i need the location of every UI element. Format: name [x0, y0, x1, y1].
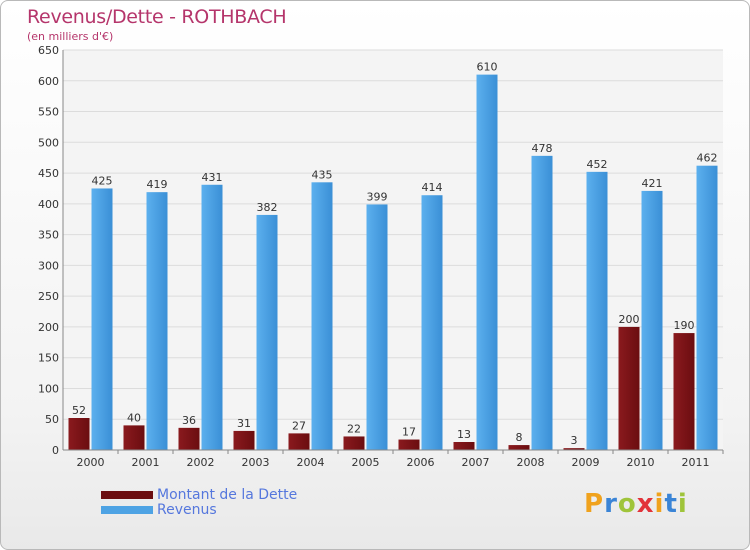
plot-area [63, 50, 723, 450]
y-tick-label: 50 [45, 413, 59, 426]
bar-dette [178, 427, 200, 450]
data-label-revenus: 478 [532, 142, 553, 155]
logo-letter: o [617, 489, 637, 519]
grid-layer [63, 49, 723, 451]
x-tick-label: 2002 [187, 456, 215, 469]
bar-revenus [476, 74, 498, 450]
labels-layer: 52 425 40 419 36 431 31 382 27 435 22 399 17 414 13 610… [72, 61, 718, 448]
y-tick-label: 400 [38, 198, 59, 211]
data-label-dette: 17 [402, 426, 416, 439]
data-label-revenus: 382 [257, 201, 278, 214]
data-label-revenus: 435 [312, 168, 333, 181]
data-label-revenus: 421 [642, 177, 663, 190]
data-label-revenus: 431 [202, 171, 223, 184]
y-tick-label: 350 [38, 229, 59, 242]
bars-layer [68, 74, 718, 451]
x-tick-label: 2007 [462, 456, 490, 469]
data-label-dette: 200 [619, 313, 640, 326]
y-tick-label: 250 [38, 290, 59, 303]
x-tick-label: 2005 [352, 456, 380, 469]
x-tick-label: 2011 [682, 456, 710, 469]
bar-dette [288, 433, 310, 450]
data-label-dette: 8 [516, 431, 523, 444]
logo-letter: i [654, 489, 665, 519]
chart-subtitle: (en milliers d'€) [27, 30, 114, 43]
bar-dette [68, 418, 90, 450]
data-label-revenus: 419 [147, 178, 168, 191]
data-label-dette: 52 [72, 404, 86, 417]
y-tick-label: 600 [38, 75, 59, 88]
legend-swatch-revenus [101, 505, 153, 514]
bar-dette [618, 326, 640, 450]
bar-revenus [696, 165, 718, 450]
data-label-dette: 27 [292, 419, 306, 432]
legend-label-dette: Montant de la Dette [157, 486, 298, 503]
legend-item-revenus: Revenus [101, 501, 297, 518]
bar-revenus [366, 204, 388, 450]
chart-title: Revenus/Dette - ROTHBACH [27, 6, 287, 28]
y-tick-label: 200 [38, 321, 59, 334]
bar-dette [398, 439, 420, 450]
bar-revenus [91, 188, 113, 450]
data-label-revenus: 414 [422, 181, 443, 194]
x-tick-label: 2009 [572, 456, 600, 469]
x-tick-label: 2010 [627, 456, 655, 469]
bar-dette [563, 448, 585, 450]
y-tick-label: 150 [38, 352, 59, 365]
y-tick-label: 300 [38, 259, 59, 272]
x-tick-label: 2003 [242, 456, 270, 469]
x-tick-label: 2006 [407, 456, 435, 469]
data-label-revenus: 399 [367, 190, 388, 203]
bar-revenus [641, 190, 663, 450]
bar-revenus [421, 195, 443, 450]
data-label-dette: 31 [237, 417, 251, 430]
data-label-dette: 22 [347, 422, 361, 435]
bar-dette [453, 442, 475, 450]
y-tick-label: 500 [38, 136, 59, 149]
logo-letter: r [604, 489, 618, 519]
x-tick-label: 2008 [517, 456, 545, 469]
bar-revenus [531, 155, 553, 450]
bar-dette [343, 436, 365, 450]
y-tick-label: 450 [38, 167, 59, 180]
bar-dette [508, 445, 530, 450]
bar-revenus [201, 184, 223, 450]
x-tick-label: 2004 [297, 456, 325, 469]
logo-letter: i [677, 489, 688, 519]
data-label-dette: 36 [182, 414, 196, 427]
data-label-dette: 13 [457, 428, 471, 441]
data-label-revenus: 610 [477, 61, 498, 74]
logo-letter: P [584, 489, 605, 519]
bar-revenus [146, 192, 168, 450]
data-label-dette: 3 [571, 434, 578, 447]
y-tick-label: 550 [38, 106, 59, 119]
data-label-revenus: 452 [587, 158, 608, 171]
data-label-dette: 40 [127, 411, 141, 424]
logo-letter: t [664, 489, 678, 519]
logo-letter: x [636, 489, 655, 519]
bar-revenus [311, 182, 333, 451]
legend: Montant de la Dette Revenus [101, 486, 298, 518]
bar-dette [123, 425, 145, 450]
y-tick-label: 100 [38, 382, 59, 395]
legend-label-revenus: Revenus [157, 501, 217, 518]
y-tick-label: 0 [52, 444, 59, 457]
data-label-dette: 190 [674, 319, 695, 332]
x-tick-label: 2001 [132, 456, 160, 469]
data-label-revenus: 462 [697, 152, 718, 165]
bar-revenus [256, 214, 278, 450]
axis-layer: 0 50 100 150 200 250 300 350 400 450 500 550 600 650 2… [38, 44, 724, 469]
data-label-revenus: 425 [92, 174, 113, 187]
bar-dette [233, 430, 255, 450]
legend-swatch-dette [101, 490, 153, 499]
bar-revenus [586, 171, 608, 450]
y-tick-label: 650 [38, 44, 59, 57]
legend-item-dette: Montant de la Dette [101, 486, 298, 503]
proxiti-logo: Proxiti [584, 489, 688, 519]
bar-dette [673, 333, 695, 450]
x-tick-label: 2000 [77, 456, 105, 469]
